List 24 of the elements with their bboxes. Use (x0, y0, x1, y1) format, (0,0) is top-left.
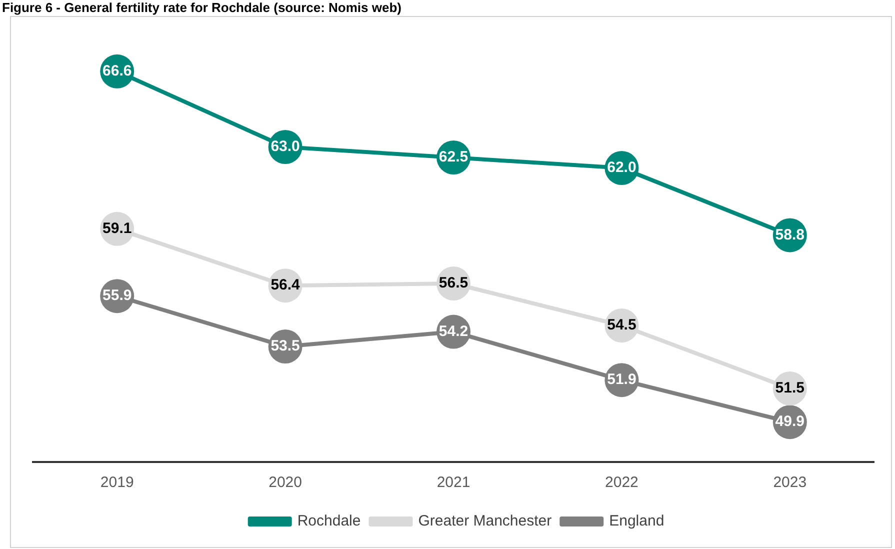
data-label: 62.5 (438, 148, 468, 166)
data-label: 62.0 (607, 159, 636, 176)
x-tick-label: 2020 (268, 474, 302, 492)
x-tick-label: 2022 (605, 474, 638, 492)
data-label: 63.0 (270, 138, 300, 156)
data-label: 53.5 (270, 338, 300, 355)
chart-title: Figure 6 - General fertility rate for Rochdale (source: Nomis web) (1, 0, 402, 16)
legend-label: England (609, 512, 664, 530)
data-label: 56.5 (438, 274, 468, 292)
data-label: 51.9 (607, 371, 636, 388)
data-label: 66.6 (102, 62, 132, 80)
data-label: 51.5 (775, 380, 804, 397)
x-tick-label: 2023 (773, 474, 807, 492)
data-label: 55.9 (102, 287, 132, 304)
x-tick-label: 2021 (436, 474, 470, 492)
legend-label: Greater Manchester (418, 512, 552, 530)
data-label: 54.2 (438, 322, 468, 340)
data-label: 56.4 (270, 276, 301, 294)
x-tick-label: 2019 (100, 474, 134, 492)
data-label: 59.1 (102, 220, 132, 238)
data-label: 54.5 (607, 316, 636, 334)
legend-label: Rochdale (297, 512, 361, 530)
data-label: 58.8 (775, 226, 804, 244)
data-label: 49.9 (775, 413, 804, 430)
